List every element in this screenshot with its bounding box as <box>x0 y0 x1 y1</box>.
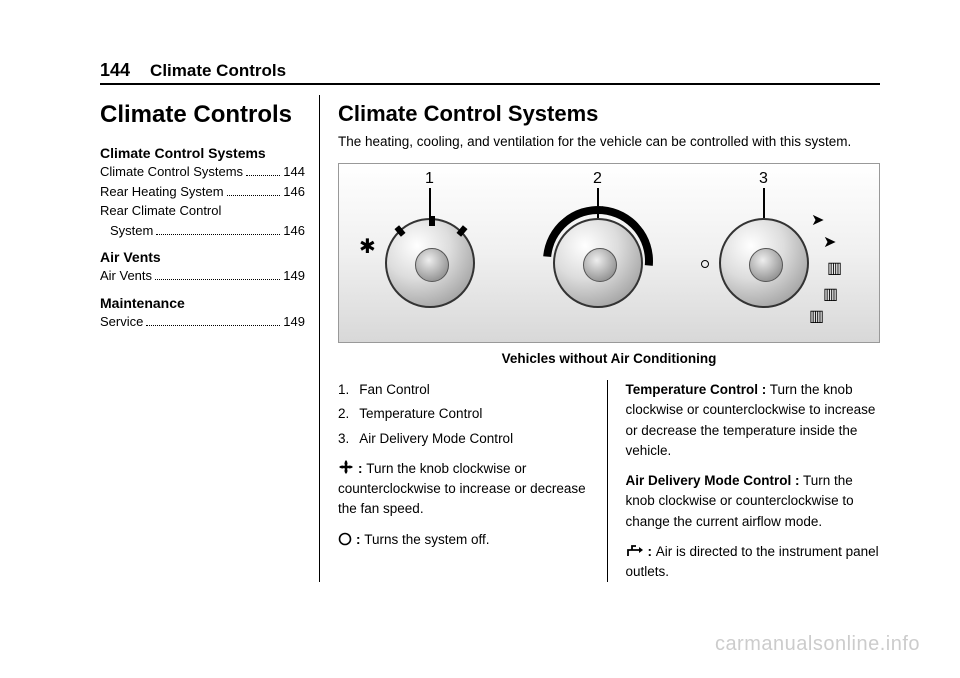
dial-inner <box>415 248 449 282</box>
item-num: 2. <box>338 404 349 424</box>
floor-defrost-icon: ▥ <box>823 284 838 304</box>
mode-definition: Air Delivery Mode Control : Turn the kno… <box>626 471 881 532</box>
dial-tick <box>394 225 405 237</box>
toc-page: 146 <box>283 183 305 201</box>
fig-leader-line <box>429 188 431 218</box>
temperature-dial <box>553 218 643 308</box>
toc-section-2: Air Vents <box>100 249 305 265</box>
item-num: 3. <box>338 429 349 449</box>
toc-page: 146 <box>283 222 305 240</box>
toc-label: Climate Control Systems <box>100 163 243 181</box>
leader-dots <box>155 279 280 280</box>
toc-item: Rear Climate Control <box>100 202 305 220</box>
figure-caption: Vehicles without Air Conditioning <box>338 351 880 366</box>
vent-definition: : Air is directed to the instrument pane… <box>626 542 881 583</box>
watermark: carmanualsonline.info <box>715 633 920 656</box>
list-item: 3. Air Delivery Mode Control <box>338 429 593 449</box>
header-title: Climate Controls <box>150 61 286 81</box>
dial-inner <box>583 248 617 282</box>
dial-inner <box>749 248 783 282</box>
toc-label: Air Vents <box>100 267 152 285</box>
climate-control-figure: 1 2 3 ✱ <box>338 163 880 343</box>
list-item: 1. Fan Control <box>338 380 593 400</box>
toc-item: System 146 <box>110 222 305 240</box>
bilevel-vent-icon: ➤ <box>823 232 836 252</box>
fig-label-2: 2 <box>593 170 602 188</box>
toc-item: Climate Control Systems 144 <box>100 163 305 181</box>
intro-text: The heating, cooling, and ventilation fo… <box>338 133 880 151</box>
off-indicator-icon <box>701 260 709 268</box>
temp-def-label: Temperature Control : <box>626 382 767 397</box>
chapter-title: Climate Controls <box>100 101 305 129</box>
manual-page: 144 Climate Controls Climate Controls Cl… <box>0 0 960 602</box>
vent-def-text: Air is directed to the instrument panel … <box>626 544 879 579</box>
desc-col-right: Temperature Control : Turn the knob cloc… <box>626 380 881 582</box>
description-columns: 1. Fan Control 2. Temperature Control 3.… <box>338 380 880 582</box>
mode-def-label: Air Delivery Mode Control : <box>626 473 800 488</box>
item-label: Air Delivery Mode Control <box>359 429 513 449</box>
toc-label: System <box>110 222 153 240</box>
toc-label: Rear Heating System <box>100 183 224 201</box>
fan-definition: : Turn the knob clockwise or countercloc… <box>338 459 593 520</box>
fig-label-3: 3 <box>759 170 768 188</box>
off-definition: : Turns the system off. <box>338 530 593 550</box>
list-item: 2. Temperature Control <box>338 404 593 424</box>
dial-tick <box>429 216 435 226</box>
desc-col-left: 1. Fan Control 2. Temperature Control 3.… <box>338 380 608 582</box>
fan-dial <box>385 218 475 308</box>
fan-icon: ✱ <box>359 234 376 259</box>
temp-definition: Temperature Control : Turn the knob cloc… <box>626 380 881 461</box>
item-label: Fan Control <box>359 380 430 400</box>
dial-tick <box>456 225 467 237</box>
off-def-text: Turns the system off. <box>364 532 489 547</box>
fig-label-1: 1 <box>425 170 434 188</box>
toc-page: 144 <box>283 163 305 181</box>
toc-page: 149 <box>283 267 305 285</box>
face-vent-icon: ➤ <box>811 210 824 230</box>
toc-label: Rear Climate Control <box>100 202 221 220</box>
floor-vent-icon: ▥ <box>827 258 842 278</box>
section-title: Climate Control Systems <box>338 101 880 127</box>
face-vent-icon <box>626 544 644 558</box>
item-label: Temperature Control <box>359 404 482 424</box>
fan-icon <box>338 459 354 475</box>
toc-section-3: Maintenance <box>100 295 305 311</box>
page-number: 144 <box>100 60 130 81</box>
item-num: 1. <box>338 380 349 400</box>
toc-section-1: Climate Control Systems <box>100 145 305 161</box>
off-icon <box>338 532 352 546</box>
toc-page: 149 <box>283 313 305 331</box>
page-header: 144 Climate Controls <box>100 60 880 85</box>
toc-item: Service 149 <box>100 313 305 331</box>
leader-dots <box>156 234 280 235</box>
toc-item: Air Vents 149 <box>100 267 305 285</box>
fan-def-text: Turn the knob clockwise or counterclockw… <box>338 461 586 517</box>
toc-label: Service <box>100 313 143 331</box>
leader-dots <box>227 195 281 196</box>
toc-column: Climate Controls Climate Control Systems… <box>100 95 320 582</box>
mode-dial <box>719 218 809 308</box>
defrost-icon: ▥ <box>809 306 824 326</box>
leader-dots <box>246 175 280 176</box>
leader-dots <box>146 325 280 326</box>
content-column: Climate Control Systems The heating, coo… <box>338 95 880 582</box>
toc-item: Rear Heating System 146 <box>100 183 305 201</box>
fig-leader-line <box>763 188 765 218</box>
